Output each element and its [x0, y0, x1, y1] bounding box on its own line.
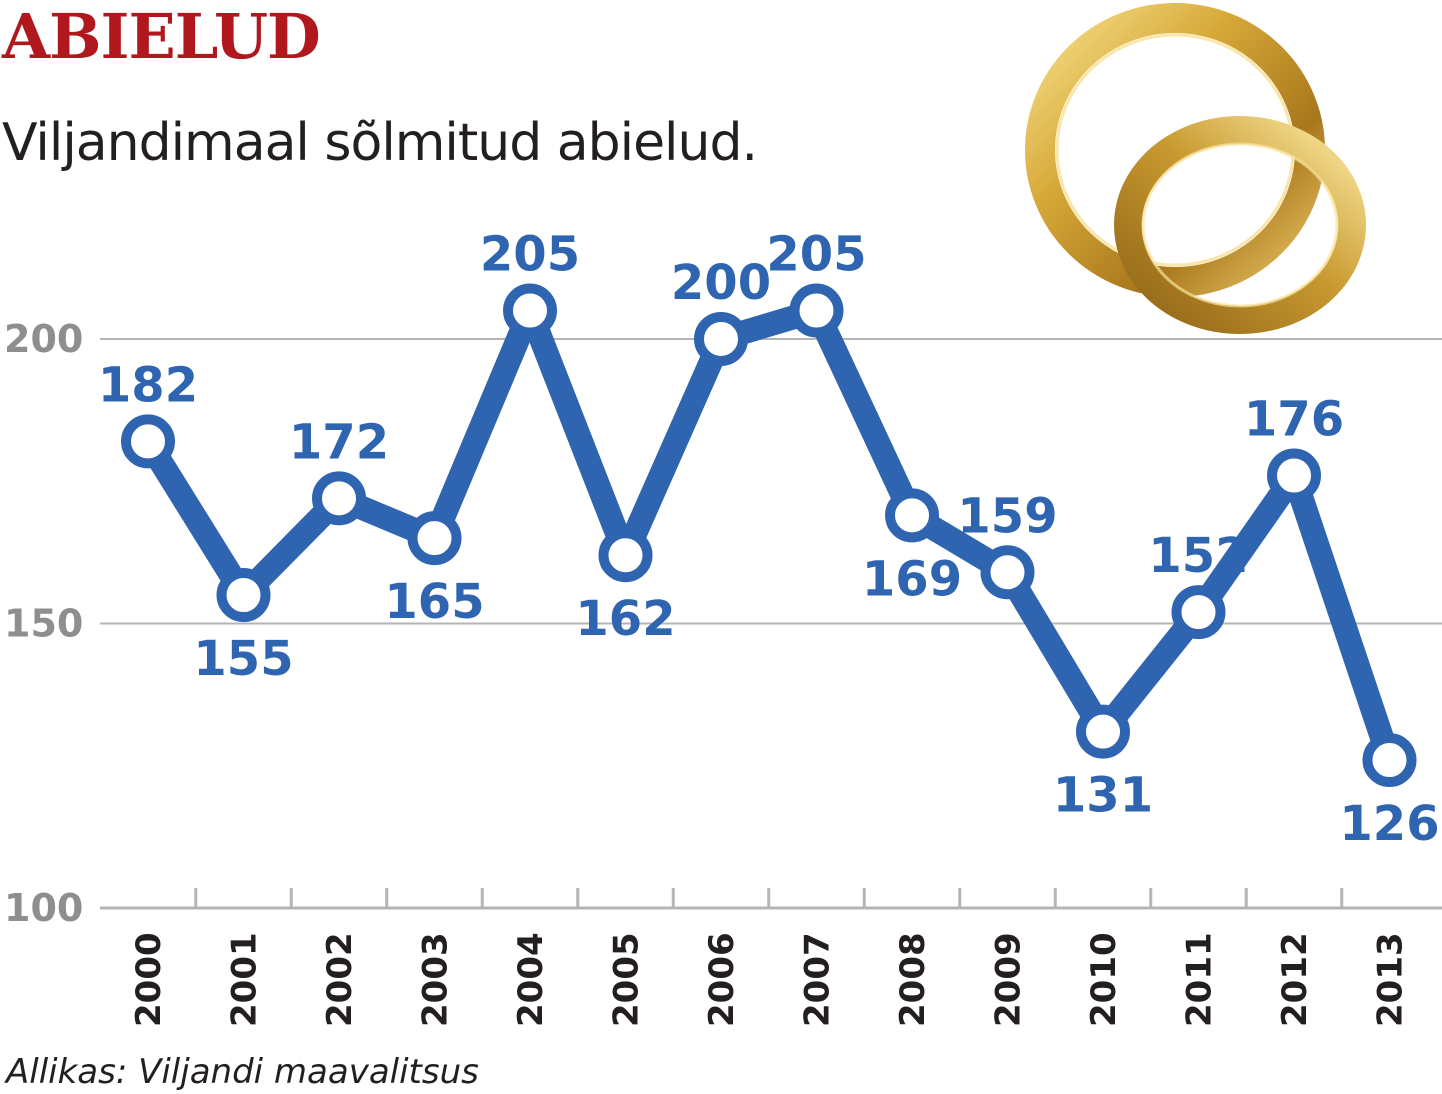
- y-tick-label: 100: [4, 886, 83, 930]
- data-labels: 1821551721652051622002051691591311521761…: [98, 227, 1440, 853]
- data-label: 176: [1244, 392, 1344, 448]
- x-tick-label: 2003: [416, 932, 456, 1027]
- x-tick-label: 2013: [1371, 932, 1411, 1027]
- data-label: 169: [862, 551, 962, 607]
- x-tick-label: 2005: [607, 932, 647, 1027]
- data-point: [885, 488, 939, 543]
- x-tick-label: 2007: [798, 932, 838, 1027]
- x-tick-label: 2004: [511, 932, 551, 1027]
- data-point: [1267, 448, 1321, 503]
- x-axis: [100, 888, 1442, 910]
- data-point: [1171, 585, 1226, 640]
- data-label: 205: [480, 227, 580, 283]
- chart-subtitle: Viljandimaal sõlmitud abielud.: [2, 113, 758, 173]
- x-tick-label: 2011: [1180, 932, 1220, 1027]
- data-label: 162: [575, 591, 675, 647]
- data-point: [121, 414, 175, 469]
- data-label: 155: [193, 631, 293, 687]
- data-label: 200: [671, 255, 771, 311]
- data-label: 126: [1339, 796, 1439, 852]
- wedding-rings-icon: [1025, 3, 1366, 334]
- x-tick-label: 2009: [989, 932, 1029, 1027]
- data-label: 165: [384, 574, 484, 630]
- data-point: [598, 528, 653, 583]
- x-tick-label: 2006: [702, 932, 742, 1027]
- data-point: [407, 511, 462, 566]
- data-point: [1362, 733, 1417, 788]
- data-label: 152: [1148, 528, 1248, 584]
- data-point: [980, 545, 1035, 600]
- x-tick-label: 2000: [129, 932, 169, 1027]
- x-tick-label: 2001: [225, 932, 265, 1027]
- data-point: [312, 471, 366, 526]
- data-point: [503, 283, 557, 338]
- x-axis-labels: 2000 2001 2002 2003 2004 2005 2006 2007 2008 2009…: [129, 932, 1411, 1027]
- x-tick-label: 2008: [893, 932, 933, 1027]
- data-point: [216, 568, 271, 623]
- x-tick-label: 2002: [320, 932, 360, 1027]
- data-point: [1076, 704, 1130, 759]
- data-label: 172: [289, 414, 389, 470]
- y-tick-label: 150: [4, 602, 83, 646]
- data-point: [694, 312, 748, 366]
- data-points: [121, 283, 1417, 788]
- data-label: 182: [98, 357, 198, 413]
- y-tick-label: 200: [4, 317, 83, 361]
- y-axis-labels: 100 150 200: [4, 317, 83, 930]
- source-note: Allikas: Viljandi maavalitsus: [6, 1052, 479, 1092]
- data-label: 159: [957, 488, 1057, 544]
- data-label: 131: [1053, 768, 1153, 824]
- chart-title: ABIELUD: [2, 0, 321, 73]
- data-point: [789, 283, 844, 338]
- x-tick-label: 2010: [1084, 932, 1124, 1027]
- x-tick-label: 2012: [1275, 932, 1315, 1027]
- data-label: 205: [766, 227, 866, 283]
